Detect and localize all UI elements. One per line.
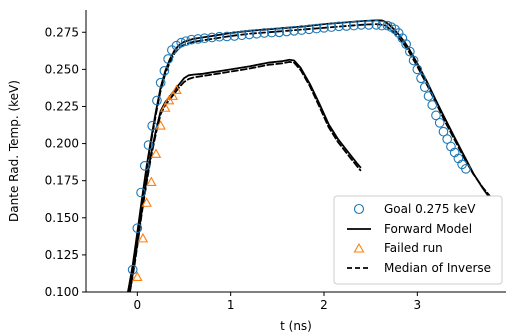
legend-median-label: Median of Inverse [384,261,491,275]
x-axis-label: t (ns) [280,319,312,333]
goal-point [289,25,299,36]
legend-forward-label: Forward Model [384,222,472,236]
goal-point [326,22,337,32]
goal-point [405,46,415,57]
axes [85,10,506,293]
goal-point [461,163,471,174]
x-tick-label: 3 [414,298,422,312]
y-axis-label: Dante Rad. Temp. (keV) [7,80,21,222]
y-tick-label: 0.100 [45,285,79,299]
failed-run-point [160,102,171,112]
legend: Goal 0.275 keV Forward Model Failed run … [333,195,503,285]
goal-point [304,24,314,35]
goal-point [334,21,344,32]
goal-point [186,34,197,45]
series-group [127,19,492,292]
goal-point [143,140,154,150]
forward-model-line [128,58,362,292]
failed-run-point [163,94,175,105]
x-tick-label: 2 [320,298,328,312]
goal-point [311,23,322,34]
goal-point [419,82,430,93]
median-inverse-line [128,61,362,292]
goal-point [199,33,210,44]
goal-point [434,117,445,128]
failed-run-point [155,120,166,130]
goal-point [181,36,191,47]
legend-box [333,195,503,285]
goal-point [127,264,138,275]
goal-point [296,25,307,35]
goal-point [274,27,285,38]
failed-run-point [141,197,152,207]
failed-run-point [171,84,182,94]
goal-point [266,27,277,38]
y-tick-label: 0.125 [45,248,79,262]
goal-point [132,223,143,234]
goal-point [412,64,423,75]
failed-run-point [146,176,157,187]
goal-point [229,31,240,41]
goal-point [401,39,411,49]
goal-point [371,19,382,30]
goal-point [356,19,367,30]
legend-failed-marker [353,242,365,253]
failed-run-point [150,148,162,158]
goal-point [281,26,292,37]
y-tick-label: 0.175 [45,174,79,188]
goal-point [214,31,225,42]
goal-point [193,34,203,44]
goal-point [427,100,438,110]
y-tick-label: 0.275 [45,25,79,39]
ticks: 0 1 2 3 0.100 0.125 0.150 0.175 0.200 0.225 0.250 0… [45,25,422,312]
goal-point [341,21,352,31]
goal-point [377,20,387,31]
goal-point [438,126,449,137]
goal-point [251,28,262,39]
goal-point [152,95,162,106]
y-tick-label: 0.200 [45,137,79,151]
goal-point [349,20,359,31]
median-inverse-line [127,23,492,292]
goal-point [423,91,434,101]
goal-point [408,55,419,66]
legend-failed-label: Failed run [384,241,443,255]
goal-point [147,120,158,131]
failed-run-point [167,90,179,100]
goal-point [159,66,170,76]
goal-point [244,29,255,40]
failed-run-point [132,271,143,282]
goal-point [155,77,166,88]
goal-point [259,28,270,38]
goal-point [163,54,173,64]
x-tick-label: 0 [134,298,142,312]
legend-goal-marker [353,203,365,215]
goal-point [431,110,441,121]
legend-goal-label: Goal 0.275 keV [384,202,476,216]
goal-point [416,73,426,84]
goal-point [139,160,150,171]
y-tick-label: 0.225 [45,99,79,113]
y-tick-label: 0.150 [45,211,79,225]
goal-point [237,30,247,41]
goal-point [176,37,187,48]
failed-run-point [137,232,149,243]
goal-point [136,187,146,198]
goal-point [207,32,217,43]
plot-area [127,19,492,292]
goal-point [363,19,374,30]
x-tick-label: 1 [227,298,235,312]
y-tick-label: 0.250 [45,62,79,76]
goal-point [319,22,329,33]
goal-point [171,40,182,51]
goal-point [442,134,453,144]
goal-point [222,31,232,42]
